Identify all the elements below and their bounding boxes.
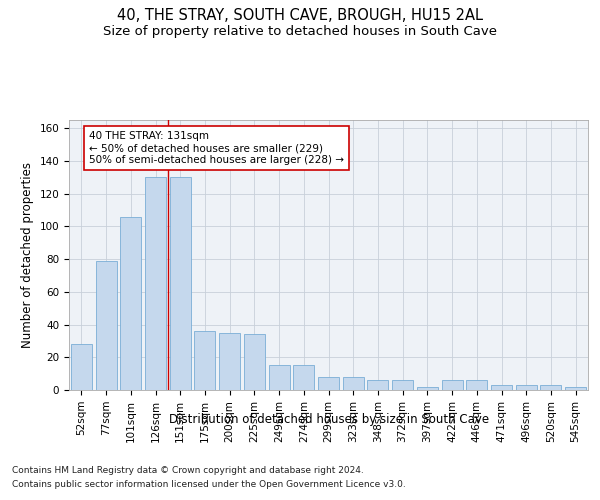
Bar [343,377,364,390]
Bar [442,380,463,390]
Bar [466,380,487,390]
Bar [565,386,586,390]
Bar [417,386,438,390]
Text: 40, THE STRAY, SOUTH CAVE, BROUGH, HU15 2AL: 40, THE STRAY, SOUTH CAVE, BROUGH, HU15 … [117,8,483,22]
Bar [219,332,240,390]
Bar [145,178,166,390]
Text: Contains HM Land Registry data © Crown copyright and database right 2024.: Contains HM Land Registry data © Crown c… [12,466,364,475]
Bar [392,380,413,390]
Bar [293,366,314,390]
Bar [367,380,388,390]
Bar [516,385,537,390]
Text: Size of property relative to detached houses in South Cave: Size of property relative to detached ho… [103,25,497,38]
Bar [318,377,339,390]
Bar [244,334,265,390]
Bar [95,260,116,390]
Y-axis label: Number of detached properties: Number of detached properties [21,162,34,348]
Bar [194,331,215,390]
Bar [170,178,191,390]
Text: Contains public sector information licensed under the Open Government Licence v3: Contains public sector information licen… [12,480,406,489]
Bar [491,385,512,390]
Text: 40 THE STRAY: 131sqm
← 50% of detached houses are smaller (229)
50% of semi-deta: 40 THE STRAY: 131sqm ← 50% of detached h… [89,132,344,164]
Bar [541,385,562,390]
Bar [71,344,92,390]
Text: Distribution of detached houses by size in South Cave: Distribution of detached houses by size … [169,412,489,426]
Bar [120,216,141,390]
Bar [269,366,290,390]
